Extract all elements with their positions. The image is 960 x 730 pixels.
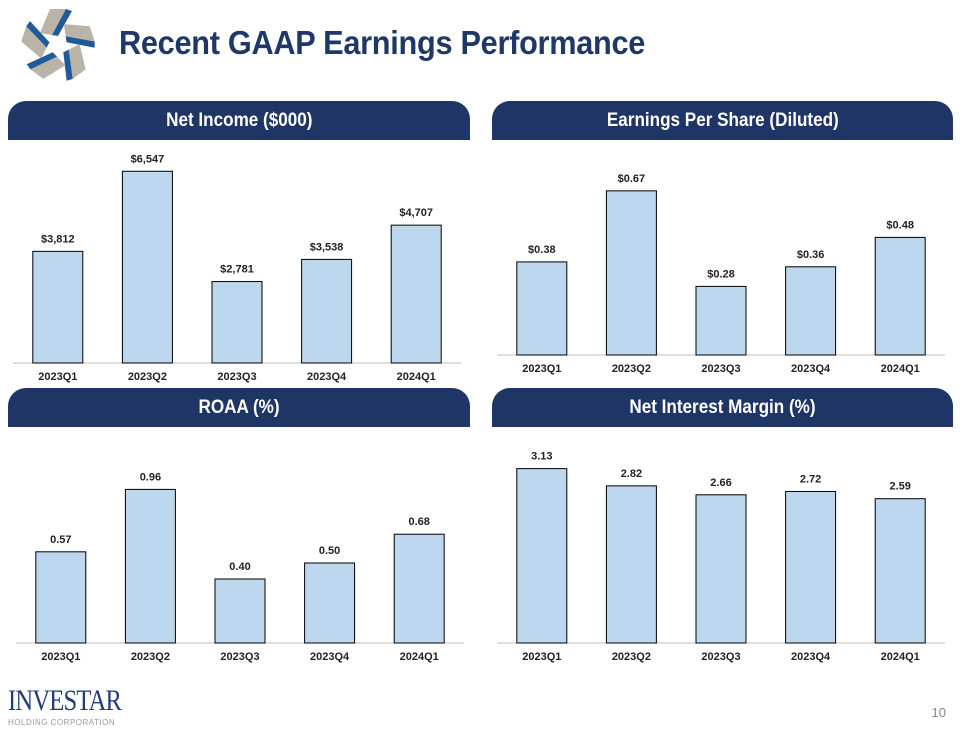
bar-2023Q1 [516,468,568,644]
brand-name: INVESTAR [8,684,122,717]
chart-header-eps: Earnings Per Share (Diluted) [492,101,953,140]
bar-2023Q1 [35,551,87,644]
brand-subtitle: HOLDING CORPORATION [8,718,116,727]
data-label: 0.96 [140,471,161,483]
data-label: 0.57 [50,534,71,546]
data-label: 2.82 [621,468,642,480]
category-label: 2024Q1 [397,371,436,383]
data-label: $4,707 [399,207,433,219]
page-title: Recent GAAP Earnings Performance [119,24,646,61]
data-label: $0.67 [618,173,646,185]
bar-2023Q4 [301,258,353,364]
bar-2023Q3 [695,285,747,356]
chart-title: ROAA (%) [198,396,280,418]
data-label: 3.13 [531,451,552,463]
data-label: $0.38 [528,244,556,256]
chart-header-roaa: ROAA (%) [8,388,470,427]
nim-chart: 3.13 2023Q1 2.82 2023Q2 2.66 2023Q3 2.72 2023Q4… [497,451,945,663]
bar-2023Q1 [32,250,84,364]
bar-2023Q1 [516,261,568,356]
data-label: 2.66 [710,477,731,489]
data-label: $3,812 [41,233,75,245]
data-label: 0.68 [408,516,429,528]
bar-2024Q1 [874,236,926,356]
category-label: 2023Q4 [791,651,831,663]
bar-2023Q2 [121,170,173,364]
bar-2024Q1 [390,224,442,364]
data-label: 0.40 [229,561,250,573]
category-label: 2023Q4 [307,371,347,383]
category-label: 2023Q2 [128,371,167,383]
bar-2024Q1 [393,533,445,644]
bar-2023Q4 [785,266,837,356]
data-label: 2.59 [889,481,910,493]
chart-title: Earnings Per Share (Diluted) [606,109,839,131]
data-label: 0.50 [319,545,340,557]
investar-logo: INVESTAR HOLDING CORPORATION [8,684,146,728]
eps-chart: $0.38 2023Q1 $0.67 2023Q2 $0.28 2023Q3 $0.36 20… [497,173,945,375]
bar-2023Q2 [605,485,657,644]
bar-2023Q4 [304,562,356,644]
bar-2023Q2 [605,190,657,356]
data-label: $6,547 [131,153,165,165]
category-label: 2024Q1 [400,651,439,663]
chart-header-net-income: Net Income ($000) [8,101,470,140]
data-label: $2,781 [220,264,254,276]
bar-2023Q4 [785,490,837,644]
category-label: 2023Q2 [612,651,651,663]
category-label: 2023Q2 [131,651,170,663]
category-label: 2023Q3 [217,371,256,383]
net-income-chart: $3,812 2023Q1 $6,547 2023Q2 $2,781 2023Q3 $3,5… [13,153,461,383]
bar-2023Q2 [124,488,176,644]
data-label: 2.72 [800,473,821,485]
chart-header-nim: Net Interest Margin (%) [492,388,953,427]
data-label: $0.28 [707,268,735,280]
category-label: 2023Q1 [41,651,80,663]
data-label: $3,538 [310,241,344,253]
category-label: 2023Q3 [220,651,259,663]
bar-2023Q3 [211,281,263,364]
bar-2023Q3 [695,494,747,644]
chart-title: Net Income ($000) [165,109,313,131]
bar-2024Q1 [874,498,926,644]
data-label: $0.36 [797,249,825,261]
page-number: 10 [931,705,946,720]
category-label: 2023Q3 [701,651,740,663]
category-label: 2023Q1 [522,363,561,375]
data-label: $0.48 [886,219,914,231]
company-logo-star-icon [18,9,97,85]
category-label: 2023Q1 [522,651,561,663]
chart-title: Net Interest Margin (%) [629,396,816,418]
category-label: 2023Q4 [310,651,350,663]
category-label: 2024Q1 [881,651,920,663]
category-label: 2024Q1 [881,363,920,375]
category-label: 2023Q1 [38,371,77,383]
category-label: 2023Q4 [791,363,831,375]
category-label: 2023Q3 [701,363,740,375]
bar-2023Q3 [214,578,266,644]
category-label: 2023Q2 [612,363,651,375]
roaa-chart: 0.57 2023Q1 0.96 2023Q2 0.40 2023Q3 0.50 2023Q4… [16,471,464,663]
